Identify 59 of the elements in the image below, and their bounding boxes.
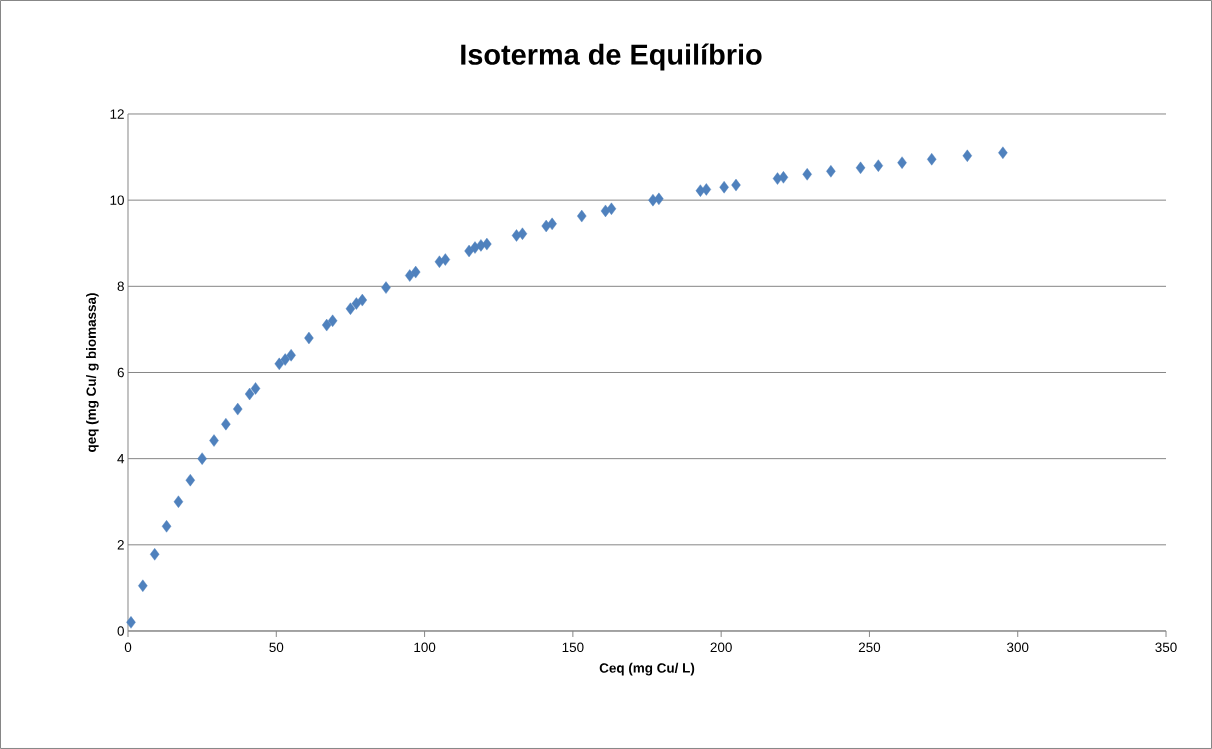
point <box>286 349 296 362</box>
x-tick-label: 350 <box>1155 642 1177 653</box>
point <box>927 153 937 166</box>
point <box>357 293 367 307</box>
y-tick-label: 2 <box>117 540 124 550</box>
point <box>517 227 528 240</box>
point <box>381 281 391 294</box>
point <box>150 548 160 561</box>
y-tick-label: 10 <box>110 195 124 205</box>
x-tick-label: 200 <box>710 642 732 653</box>
chart-title: Isoterma de Equilíbrio <box>461 43 762 71</box>
point <box>897 156 907 169</box>
x-tick-label: 150 <box>562 642 584 653</box>
point <box>482 237 492 251</box>
point <box>731 178 741 192</box>
point <box>185 473 195 487</box>
point <box>250 382 261 395</box>
y-axis-title: qeq (mg Cu/ g biomassa) <box>86 293 99 452</box>
point <box>221 417 231 431</box>
point <box>719 181 729 194</box>
point <box>173 495 184 508</box>
point <box>327 314 338 327</box>
point <box>577 209 587 223</box>
x-axis-title: Ceq (mg Cu/ L) <box>599 662 695 676</box>
y-tick-label: 4 <box>117 454 125 464</box>
point <box>304 331 314 345</box>
point <box>701 183 712 196</box>
point <box>345 302 356 315</box>
point <box>802 168 812 181</box>
point <box>209 434 219 447</box>
point <box>233 402 243 416</box>
point <box>161 520 172 533</box>
point <box>274 357 284 371</box>
point <box>962 149 973 162</box>
point <box>547 217 557 231</box>
x-tick-label: 100 <box>414 642 436 653</box>
point <box>873 159 884 172</box>
x-tick-label: 250 <box>858 642 881 653</box>
point <box>244 387 255 401</box>
y-tick-label: 6 <box>117 367 124 378</box>
point <box>440 253 451 266</box>
point <box>197 452 207 465</box>
y-tick-label: 12 <box>110 109 124 119</box>
y-tick-label: 8 <box>117 281 124 292</box>
point <box>280 353 290 366</box>
point <box>654 192 664 206</box>
point <box>405 269 415 282</box>
point <box>138 579 148 592</box>
point <box>606 202 617 215</box>
point <box>826 165 836 178</box>
x-tick-label: 300 <box>1007 642 1029 653</box>
x-tick-label: 0 <box>124 642 132 653</box>
point <box>126 616 136 629</box>
x-tick-label: 50 <box>269 642 284 653</box>
y-tick-label: 0 <box>117 626 124 636</box>
point <box>998 146 1008 159</box>
point <box>855 161 866 175</box>
point <box>322 318 332 332</box>
point <box>410 265 421 279</box>
